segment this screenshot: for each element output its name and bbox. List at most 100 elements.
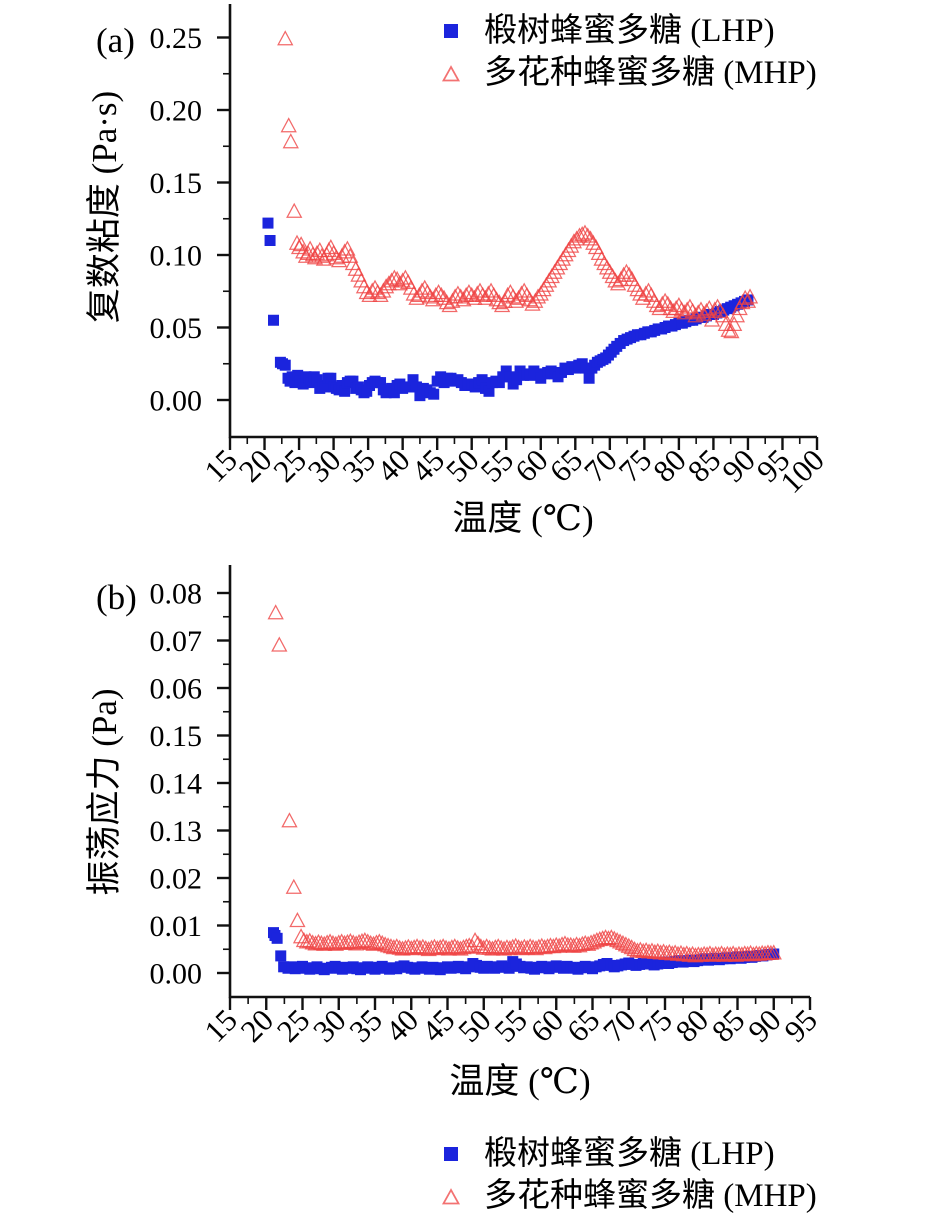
legend-item-mhp-a: 多花种蜂蜜多糖 (MHP) (438, 52, 817, 94)
lhp-point (286, 371, 298, 383)
lhp-point (347, 375, 359, 387)
lhp-point (325, 372, 337, 384)
mhp-point (460, 283, 478, 300)
lhp-point (319, 381, 331, 393)
lhp-point (375, 377, 387, 389)
mhp-point (440, 940, 458, 956)
legend-label-mhp-a: 多花种蜂蜜多糖 (MHP) (484, 55, 817, 91)
legend-a: 椴树蜂蜜多糖 (LHP) 多花种蜂蜜多糖 (MHP) (438, 10, 817, 94)
series-open-triangle (267, 604, 782, 963)
mhp-point (501, 940, 518, 956)
mhp-point (365, 935, 382, 951)
axes-b: 0.000.010.020.130.140.150.060.070.081520… (150, 565, 824, 1049)
mhp-point (336, 934, 353, 950)
legend-item-lhp-a: 椴树蜂蜜多糖 (LHP) (438, 10, 817, 52)
mhp-triangle-marker (438, 1187, 464, 1206)
mhp-point (499, 286, 516, 303)
mhp-point (469, 935, 487, 951)
lhp-point (305, 377, 317, 389)
mhp-point (723, 323, 740, 339)
y-tick-label: 0.20 (150, 95, 203, 128)
mhp-triangle-marker (438, 64, 464, 83)
y-tick-label: 0.14 (150, 768, 203, 801)
mhp-point (720, 321, 737, 337)
data-points-b (267, 604, 782, 976)
mhp-point (369, 283, 386, 300)
lhp-point (361, 385, 373, 397)
lhp-point (414, 390, 426, 402)
y-tick-label: 0.05 (150, 312, 203, 345)
mhp-point (403, 940, 420, 956)
data-points-a (262, 30, 759, 402)
lhp-point (275, 950, 287, 962)
y-axis-title-a: 复数粘度 (Pa·s) (85, 91, 124, 323)
lhp-point (297, 378, 309, 390)
mhp-point (386, 269, 403, 285)
mhp-point (765, 944, 782, 960)
y-tick-label: 0.25 (150, 22, 203, 55)
legend-label-mhp-b: 多花种蜂蜜多糖 (MHP) (484, 1178, 817, 1214)
mhp-point (725, 315, 743, 332)
mhp-point (286, 202, 303, 218)
mhp-point (527, 940, 545, 956)
legend-item-lhp-b: 椴树蜂蜜多糖 (LHP) (438, 1133, 817, 1175)
y-tick-label: 0.15 (150, 167, 203, 200)
mhp-point (394, 940, 411, 956)
lhp-point (435, 371, 447, 383)
x-tick-label: 95 (777, 1002, 824, 1049)
mhp-point (277, 30, 294, 46)
lhp-point (311, 374, 323, 386)
mhp-point (282, 133, 299, 149)
mhp-point (267, 604, 284, 620)
lhp-point (504, 371, 516, 383)
mhp-point (292, 928, 310, 944)
lhp-point (268, 314, 280, 326)
lhp-point (336, 380, 348, 391)
mhp-point (429, 940, 446, 956)
lhp-point (580, 362, 592, 374)
lhp-point (768, 948, 780, 960)
mhp-point (280, 117, 297, 133)
mhp-point (571, 937, 588, 953)
lhp-point (500, 365, 512, 377)
y-tick-label: 0.00 (150, 958, 203, 991)
mhp-point (524, 295, 541, 311)
lhp-point (279, 359, 291, 371)
mhp-point (377, 278, 395, 294)
mhp-point (474, 286, 491, 303)
mhp-point (513, 285, 530, 301)
y-tick-label: 0.01 (150, 910, 203, 943)
mhp-point (358, 283, 375, 300)
y-tick-label: 0.13 (150, 815, 203, 848)
lhp-point (262, 217, 274, 229)
lhp-point (410, 381, 422, 393)
mhp-point (741, 288, 759, 304)
lhp-point (407, 374, 419, 386)
y-tick-label: 0.02 (150, 863, 203, 896)
mhp-point (311, 241, 328, 258)
mhp-point (394, 272, 411, 288)
mhp-point (383, 272, 400, 288)
mhp-point (565, 233, 583, 249)
series-open-triangle (277, 30, 759, 339)
mhp-point (728, 307, 746, 323)
mhp-point (298, 933, 315, 949)
y-tick-label: 0.10 (150, 240, 203, 273)
mhp-point (488, 291, 505, 307)
lhp-point (503, 962, 515, 974)
lhp-point (339, 385, 351, 397)
mhp-point (706, 301, 723, 317)
mhp-point (591, 931, 608, 947)
lhp-square-marker (438, 24, 464, 38)
mhp-point (529, 288, 547, 304)
chart-b-canvas: 0.000.010.020.130.140.150.060.070.081520… (85, 565, 824, 1101)
mhp-point (576, 224, 594, 240)
lhp-point (271, 932, 283, 944)
x-tick-label: 100 (773, 442, 831, 500)
legend-b: 椴树蜂蜜多糖 (LHP) 多花种蜂蜜多糖 (MHP) (438, 1133, 817, 1217)
mhp-point (571, 227, 588, 243)
y-tick-label: 0.06 (150, 673, 203, 706)
x-axis-title-a: 温度 (℃) (452, 499, 593, 538)
mhp-point (408, 289, 425, 305)
mhp-point (737, 289, 754, 305)
